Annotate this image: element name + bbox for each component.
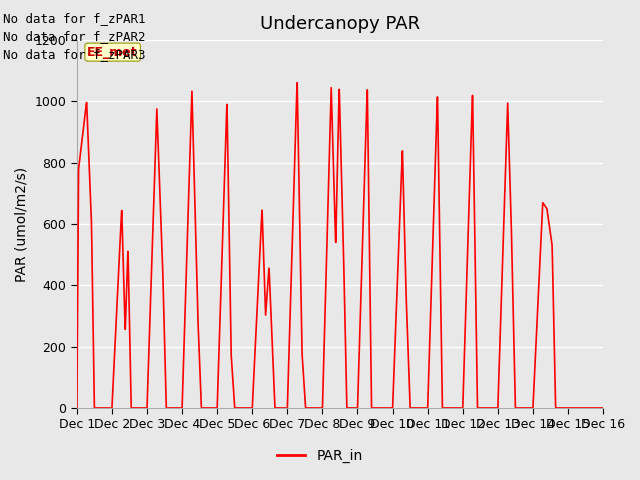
Text: No data for f_zPAR2: No data for f_zPAR2 [3,30,146,43]
Text: No data for f_zPAR3: No data for f_zPAR3 [3,48,146,61]
Text: EE_met: EE_met [88,46,138,59]
Text: No data for f_zPAR1: No data for f_zPAR1 [3,12,146,25]
Legend: PAR_in: PAR_in [272,443,368,468]
Y-axis label: PAR (umol/m2/s): PAR (umol/m2/s) [15,167,29,282]
Title: Undercanopy PAR: Undercanopy PAR [260,15,420,33]
